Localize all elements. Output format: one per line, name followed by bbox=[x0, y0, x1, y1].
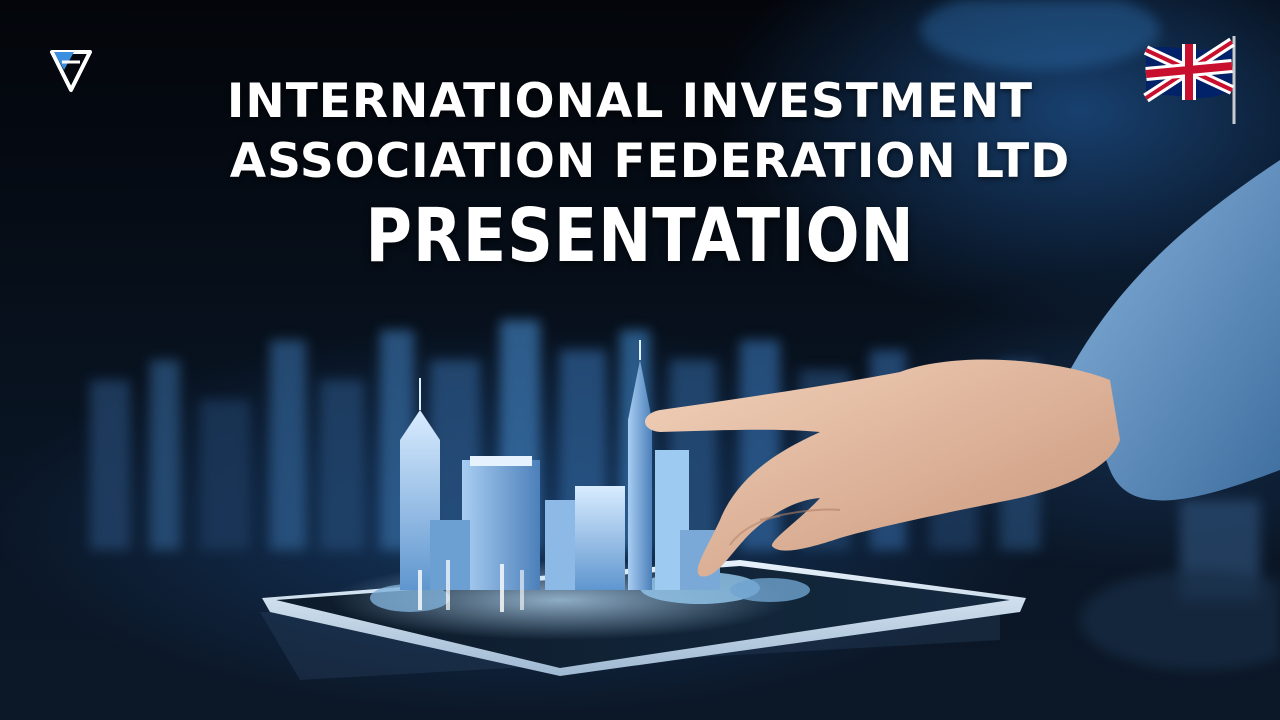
shirt-sleeve bbox=[1070, 160, 1280, 501]
title-line-2: ASSOCIATION FEDERATION LTD bbox=[229, 134, 1071, 189]
title-block: INTERNATIONAL INVESTMENT ASSOCIATION FED… bbox=[0, 72, 1280, 280]
title-line-1: INTERNATIONAL INVESTMENT bbox=[226, 74, 1034, 129]
presentation-heading: PRESENTATION bbox=[365, 193, 915, 279]
united-kingdom-flag-icon bbox=[1143, 36, 1236, 124]
stylized-triangle-logo-icon bbox=[50, 50, 92, 92]
hand bbox=[645, 359, 1120, 577]
